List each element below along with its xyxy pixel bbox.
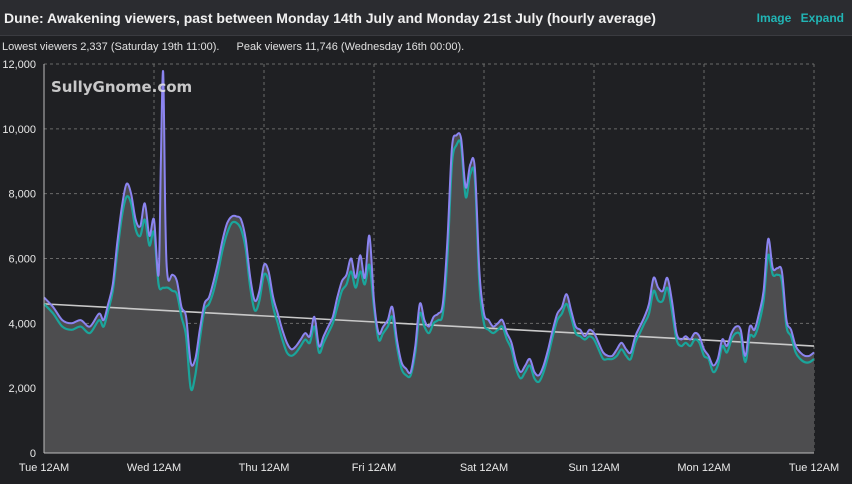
y-axis: 0 2,000 4,000 6,000 8,000 10,000 12,000 — [2, 59, 45, 460]
x-axis: Tue 12AM Wed 12AM Thu 12AM Fri 12AM Sat 12AM… — [19, 452, 839, 474]
chart-title: Dune: Awakening viewers, past between Mo… — [4, 10, 656, 26]
x-tick-label: Wed 12AM — [127, 462, 181, 474]
expand-button[interactable]: Expand — [800, 11, 844, 25]
y-tick-label: 12,000 — [2, 59, 36, 71]
x-tick-label: Mon 12AM — [677, 462, 730, 474]
x-tick-label: Tue 12AM — [789, 462, 839, 474]
chart-area — [44, 71, 814, 453]
y-tick-label: 8,000 — [8, 189, 36, 201]
header-actions: Image Expand — [751, 11, 844, 25]
x-tick-label: Tue 12AM — [19, 462, 69, 474]
lowest-viewers-text: Lowest viewers 2,337 (Saturday 19th 11:0… — [2, 41, 220, 53]
watermark-logo: SullyGnome.com — [51, 78, 192, 96]
chart-lines — [43, 70, 815, 392]
y-tick-label: 6,000 — [8, 254, 36, 266]
x-tick-label: Thu 12AM — [239, 462, 290, 474]
y-tick-label: 2,000 — [8, 383, 36, 395]
chart-header: Dune: Awakening viewers, past between Mo… — [0, 0, 852, 36]
viewers-area — [44, 71, 814, 453]
x-tick-label: Sun 12AM — [568, 462, 619, 474]
x-tick-label: Sat 12AM — [460, 462, 508, 474]
y-tick-label: 0 — [30, 448, 36, 460]
x-tick-label: Fri 12AM — [352, 462, 397, 474]
y-tick-label: 4,000 — [8, 318, 36, 330]
trend-line — [43, 303, 815, 347]
y-tick-label: 10,000 — [2, 124, 36, 136]
peak-viewers-text: Peak viewers 11,746 (Wednesday 16th 00:0… — [236, 41, 465, 53]
average-viewers-line — [43, 139, 815, 392]
image-button[interactable]: Image — [756, 11, 792, 25]
viewers-line — [43, 70, 815, 377]
stats-row: Lowest viewers 2,337 (Saturday 19th 11:0… — [2, 41, 478, 53]
